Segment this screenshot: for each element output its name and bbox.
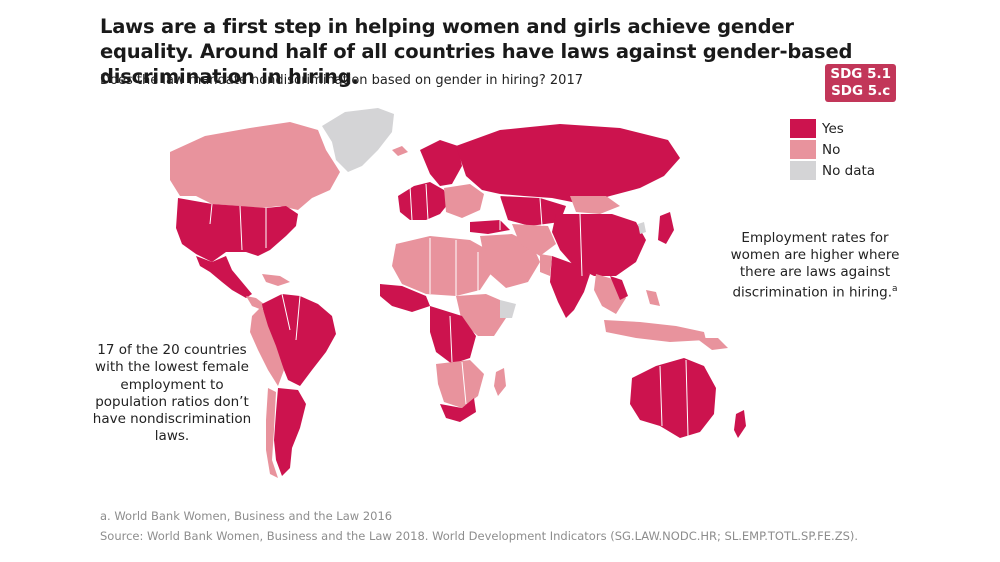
annotation-left: 17 of the 20 countries with the lowest f… <box>92 342 252 445</box>
region-kazakhstan <box>500 196 566 226</box>
region-japan <box>658 212 674 244</box>
region-madagascar <box>494 368 506 396</box>
region-central-america <box>246 296 264 310</box>
region-papua-new-guinea <box>696 338 728 350</box>
sdg-badge-line1: SDG 5.1 <box>830 66 891 82</box>
region-mongolia <box>570 196 620 214</box>
legend-item-no-data: No data <box>790 160 875 181</box>
annotation-right-text: Employment rates for women are higher wh… <box>730 230 900 301</box>
region-philippines <box>646 290 660 306</box>
region-usa <box>176 198 298 262</box>
region-new-zealand <box>734 410 746 438</box>
annotation-right: Employment rates for women are higher wh… <box>720 230 910 302</box>
region-china <box>552 214 646 276</box>
region-mexico <box>196 256 252 298</box>
region-horn-africa <box>500 300 516 318</box>
page-title: Laws are a first step in helping women a… <box>100 15 853 88</box>
legend-swatch-yes <box>790 119 816 138</box>
region-west-africa <box>380 284 430 312</box>
sdg-badge-line2: SDG 5.c <box>831 83 891 99</box>
legend-label-no: No <box>822 141 841 158</box>
region-europe-west <box>398 182 448 220</box>
region-scandinavia <box>420 140 462 186</box>
region-russia <box>456 124 680 204</box>
region-india <box>550 256 590 318</box>
region-turkey <box>470 220 510 234</box>
region-south-america-north <box>262 294 336 386</box>
region-indonesia <box>604 320 706 342</box>
source-note: Source: World Bank Women, Business and t… <box>100 529 859 543</box>
region-south-america-south <box>274 388 306 476</box>
sdg-badge: SDG 5.1 SDG 5.c <box>825 64 896 102</box>
legend-label-no-data: No data <box>822 162 876 179</box>
region-korea <box>638 222 646 234</box>
region-south-america-west <box>250 306 284 386</box>
region-greenland <box>322 108 394 172</box>
region-chile <box>266 388 278 478</box>
region-europe-east <box>444 184 484 218</box>
legend-label-yes: Yes <box>822 120 844 137</box>
annotation-right-superscript: a <box>892 284 898 294</box>
legend-item-yes: Yes <box>790 118 875 139</box>
region-central-africa <box>430 306 476 364</box>
legend-swatch-no-data <box>790 161 816 180</box>
region-north-africa <box>392 236 492 296</box>
region-south-asia-other <box>540 254 552 276</box>
region-canada <box>170 122 340 210</box>
region-iran-central-asia <box>512 224 556 256</box>
map-legend: Yes No No data <box>790 118 875 181</box>
region-iceland <box>392 146 408 156</box>
region-caribbean <box>262 274 290 286</box>
region-middle-east <box>480 234 540 288</box>
page-subtitle: Does the law mandate nondiscrimination b… <box>100 73 583 88</box>
footnote: a. World Bank Women, Business and the La… <box>100 509 393 523</box>
region-australia <box>630 358 716 438</box>
legend-item-no: No <box>790 139 875 160</box>
legend-swatch-no <box>790 140 816 159</box>
region-south-africa <box>440 398 476 422</box>
region-vietnam <box>610 276 628 300</box>
region-southern-africa <box>436 360 484 408</box>
country-borders <box>209 183 689 437</box>
